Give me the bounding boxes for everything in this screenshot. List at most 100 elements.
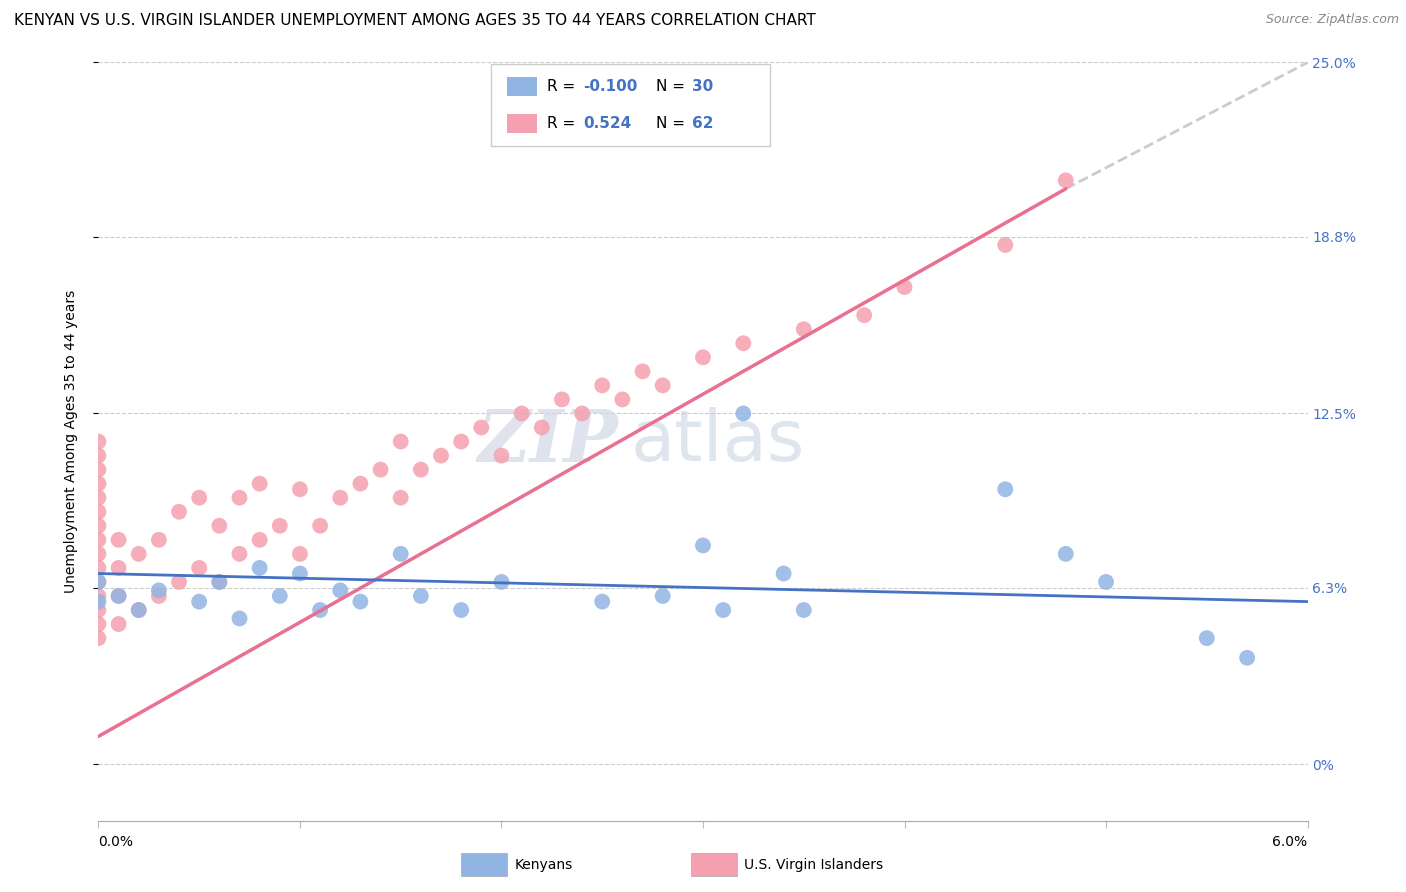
Point [491, 449, 513, 463]
FancyBboxPatch shape [508, 77, 537, 95]
Point [87, 589, 110, 603]
Point [651, 378, 673, 392]
FancyBboxPatch shape [508, 114, 537, 133]
Point [329, 491, 352, 505]
Text: -0.100: -0.100 [583, 78, 638, 94]
Point [288, 547, 311, 561]
Point [692, 538, 714, 552]
Point [994, 238, 1017, 252]
Point [107, 617, 129, 632]
Point [1054, 173, 1077, 187]
Point [128, 603, 150, 617]
Point [269, 589, 291, 603]
Point [167, 505, 190, 519]
Point [733, 336, 755, 351]
Point [853, 308, 876, 322]
Point [87, 449, 110, 463]
Point [208, 574, 231, 589]
Point [208, 518, 231, 533]
Point [692, 351, 714, 365]
Point [370, 462, 392, 476]
Point [87, 491, 110, 505]
Text: Kenyans: Kenyans [515, 857, 572, 871]
Text: R =: R = [547, 78, 581, 94]
FancyBboxPatch shape [492, 64, 769, 145]
FancyBboxPatch shape [690, 854, 737, 876]
Point [148, 533, 170, 547]
Point [249, 533, 271, 547]
Point [107, 561, 129, 575]
Point [288, 566, 311, 581]
Text: ZIP: ZIP [478, 406, 619, 477]
Point [470, 420, 492, 434]
Point [87, 603, 110, 617]
Point [591, 378, 613, 392]
Point [1195, 631, 1218, 645]
Point [612, 392, 634, 407]
Text: N =: N = [655, 116, 690, 131]
Point [288, 483, 311, 497]
Point [87, 574, 110, 589]
Point [309, 518, 332, 533]
Point [107, 589, 129, 603]
Point [571, 407, 593, 421]
Point [249, 476, 271, 491]
Point [87, 561, 110, 575]
Point [510, 407, 533, 421]
Point [349, 594, 371, 608]
Point [409, 589, 432, 603]
Point [167, 574, 190, 589]
Point [87, 547, 110, 561]
Point [107, 589, 129, 603]
Point [651, 589, 673, 603]
Point [228, 611, 250, 625]
Point [591, 594, 613, 608]
Point [1236, 650, 1258, 665]
Point [269, 518, 291, 533]
FancyBboxPatch shape [461, 854, 508, 876]
Point [87, 434, 110, 449]
Point [793, 322, 815, 336]
Point [87, 631, 110, 645]
Point [228, 547, 250, 561]
Point [450, 603, 472, 617]
Point [148, 589, 170, 603]
Point [631, 364, 654, 378]
Point [208, 574, 231, 589]
Point [450, 434, 472, 449]
Point [1054, 547, 1077, 561]
Point [389, 547, 412, 561]
Point [733, 407, 755, 421]
Point [1095, 574, 1118, 589]
Point [409, 462, 432, 476]
Point [389, 434, 412, 449]
Point [128, 603, 150, 617]
Text: Source: ZipAtlas.com: Source: ZipAtlas.com [1265, 13, 1399, 27]
Point [87, 462, 110, 476]
Point [309, 603, 332, 617]
Point [107, 533, 129, 547]
Text: atlas: atlas [630, 407, 804, 476]
Point [87, 518, 110, 533]
Text: R =: R = [547, 116, 581, 131]
Point [893, 280, 915, 294]
Point [329, 583, 352, 598]
Point [87, 505, 110, 519]
Point [349, 476, 371, 491]
Point [491, 574, 513, 589]
Text: 6.0%: 6.0% [1272, 835, 1308, 848]
Point [87, 594, 110, 608]
Point [228, 491, 250, 505]
Point [430, 449, 453, 463]
Text: 30: 30 [692, 78, 713, 94]
Point [530, 420, 553, 434]
Text: N =: N = [655, 78, 690, 94]
Point [551, 392, 574, 407]
Text: KENYAN VS U.S. VIRGIN ISLANDER UNEMPLOYMENT AMONG AGES 35 TO 44 YEARS CORRELATIO: KENYAN VS U.S. VIRGIN ISLANDER UNEMPLOYM… [14, 13, 815, 29]
Point [87, 533, 110, 547]
Point [793, 603, 815, 617]
Point [389, 491, 412, 505]
Point [128, 547, 150, 561]
Point [87, 574, 110, 589]
Point [188, 561, 211, 575]
